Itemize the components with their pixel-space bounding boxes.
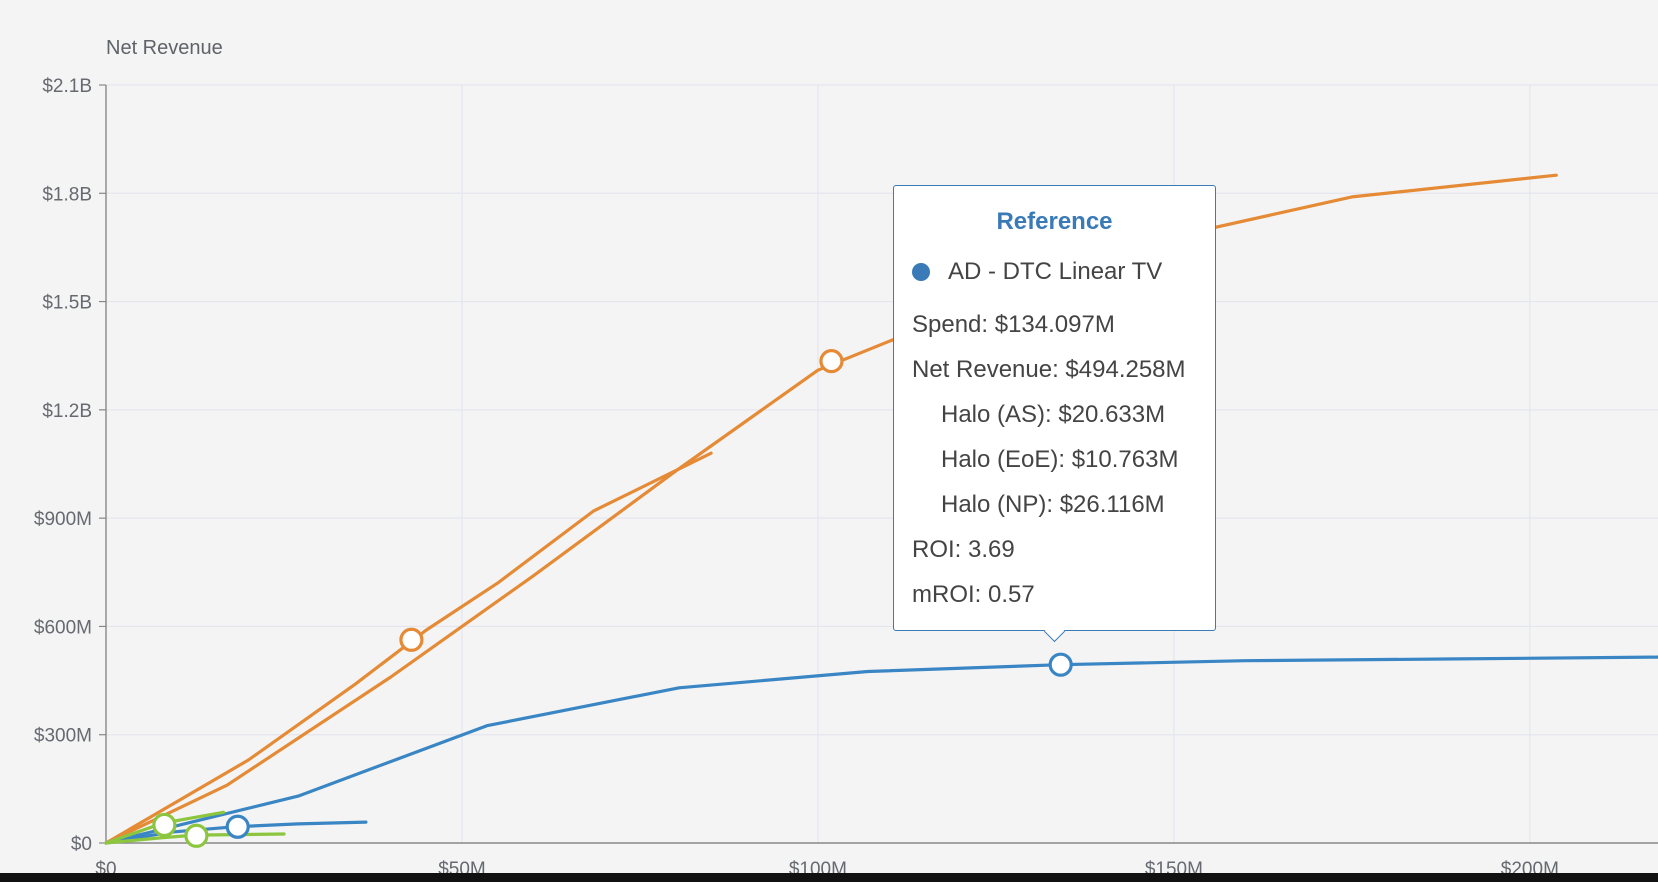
series-marker-5[interactable] <box>152 812 177 838</box>
series-line-2[interactable] <box>104 451 713 845</box>
tooltip-row-halo-as: Halo (AS): $20.633M <box>941 401 1166 428</box>
axes: $0$300M$600M$900M$1.2B$1.5B$1.8B$2.1B$0 $… <box>34 76 1658 880</box>
series-marker-3[interactable] <box>1048 652 1073 677</box>
tooltip-row-net-revenue: Net Revenue: $494.258M <box>912 356 1186 383</box>
tooltip: Reference AD - DTC Linear TV Spend: $134… <box>893 185 1216 643</box>
tooltip-row-mroi: mROI: 0.57 <box>912 581 1035 608</box>
y-tick-label: $600M <box>34 617 92 638</box>
bottom-bar <box>0 873 1658 882</box>
tooltip-series: AD - DTC Linear TV <box>912 258 1162 286</box>
y-tick-label: $300M <box>34 726 92 747</box>
series-marker-6[interactable] <box>184 823 209 848</box>
series-dot-icon <box>912 263 930 281</box>
y-tick-label: $2.1B <box>42 76 92 97</box>
y-tick-label: $0 <box>71 834 92 855</box>
tooltip-row-halo-np: Halo (NP): $26.116M <box>941 491 1165 518</box>
tooltip-row-roi: ROI: 3.69 <box>912 536 1015 563</box>
series-marker-4[interactable] <box>225 814 250 839</box>
series-marker-2[interactable] <box>399 627 424 652</box>
y-tick-label: $1.8B <box>42 184 92 205</box>
y-tick-label: $900M <box>34 509 92 530</box>
series-marker-1[interactable] <box>819 349 844 374</box>
series-lines <box>104 173 1658 845</box>
grid-lines <box>106 84 1658 843</box>
tooltip-series-name: AD - DTC Linear TV <box>948 258 1163 285</box>
y-tick-label: $1.5B <box>42 293 92 314</box>
series-markers <box>152 349 1073 848</box>
tooltip-row-halo-eoe: Halo (EoE): $10.763M <box>941 446 1179 473</box>
series-line-3[interactable] <box>104 655 1658 845</box>
tooltip-row-spend: Spend: $134.097M <box>912 311 1115 338</box>
y-axis-label: Net Revenue <box>106 37 223 59</box>
y-tick-label: $1.2B <box>42 401 92 422</box>
series-line-1[interactable] <box>104 173 1558 845</box>
tooltip-title: Reference <box>996 208 1113 235</box>
